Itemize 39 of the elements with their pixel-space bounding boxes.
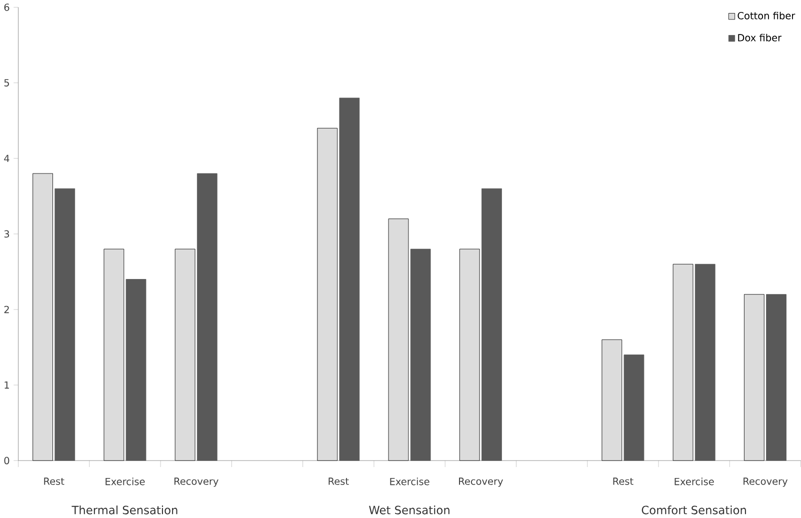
x-tick-label: Exercise <box>106 478 145 486</box>
bar <box>126 279 146 461</box>
x-tick-label: Recovery <box>459 478 503 487</box>
bar <box>602 340 622 461</box>
bar <box>174 248 196 461</box>
bar <box>624 354 644 461</box>
x-tick-label: Rest <box>328 478 349 485</box>
bar <box>694 264 716 461</box>
y-tick-label: 2 <box>4 306 9 314</box>
y-tick-label: 4 <box>4 154 10 162</box>
bar <box>672 264 694 461</box>
x-tick-label: Recovery <box>744 478 788 487</box>
y-tick-label: 3 <box>4 230 10 238</box>
bar <box>482 188 502 461</box>
text: Comfort Sensation <box>642 506 746 514</box>
y-tick-label: 5 <box>4 79 9 86</box>
bar <box>196 173 218 461</box>
bar <box>459 248 480 461</box>
bar <box>410 248 431 461</box>
bar <box>744 294 764 461</box>
text: Wet Sensation <box>369 506 450 514</box>
bar <box>32 173 53 461</box>
bar <box>104 248 124 461</box>
y-tick-label: 0 <box>4 456 10 464</box>
bar <box>766 294 786 461</box>
legend-label: Dox fiber <box>738 34 782 42</box>
bar <box>339 98 360 461</box>
bar <box>388 218 409 461</box>
x-tick-label: Rest <box>44 478 64 485</box>
x-tick-label: Recovery <box>174 478 218 487</box>
bar <box>54 188 76 461</box>
x-tick-label: Exercise <box>674 478 714 486</box>
y-tick-label: 6 <box>4 4 10 12</box>
bar <box>317 128 338 461</box>
legend-label: Cotton fiber <box>738 12 796 20</box>
x-tick-label: Rest <box>613 478 634 485</box>
text: Thermal Sensation <box>72 506 178 514</box>
y-tick-label: 1 <box>4 382 9 389</box>
x-tick-label: Exercise <box>390 478 430 486</box>
